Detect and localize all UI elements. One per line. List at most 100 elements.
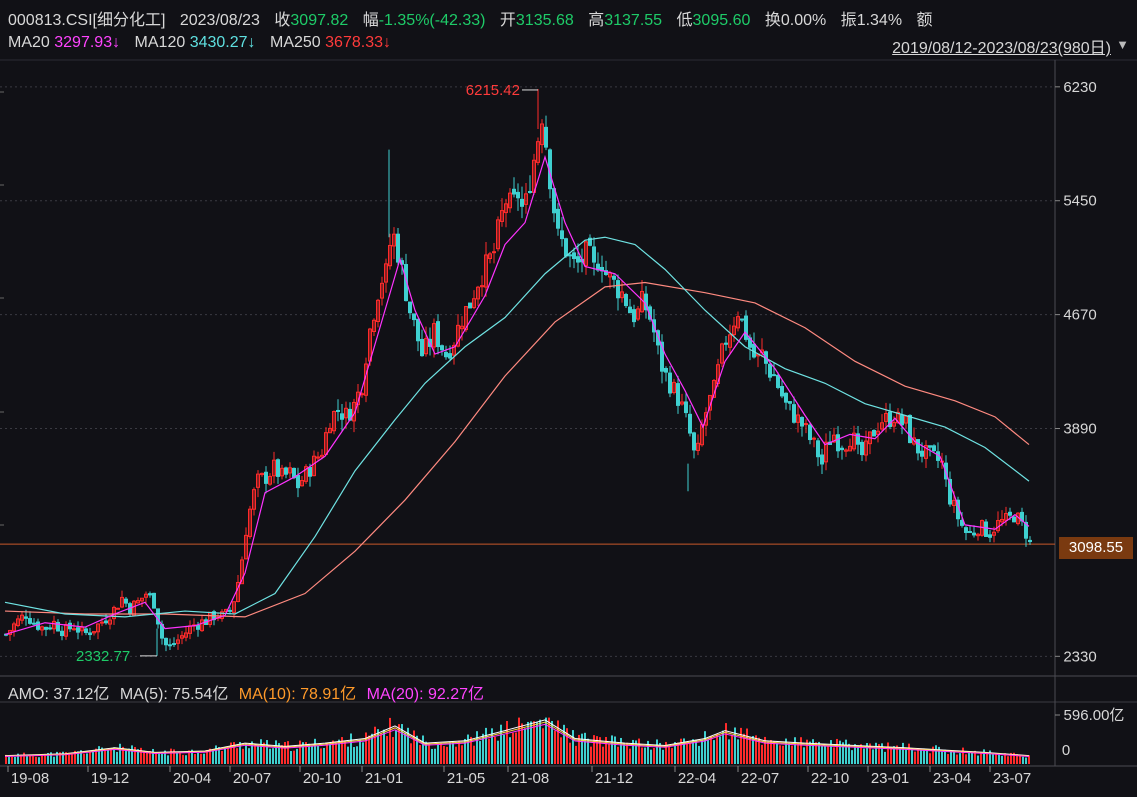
volume-bar xyxy=(44,753,46,764)
volume-bar xyxy=(224,747,226,764)
candle-body xyxy=(48,627,52,630)
volume-bar xyxy=(272,748,274,764)
volume-bar xyxy=(587,738,589,764)
candle-body xyxy=(636,308,640,320)
candle-body xyxy=(44,626,48,630)
candle-body xyxy=(788,401,792,404)
volume-zero-label: 0 xyxy=(1062,742,1070,759)
dropdown-triangle-icon[interactable]: ▼ xyxy=(1116,37,1129,52)
volume-bar xyxy=(764,736,766,764)
volume-bar xyxy=(338,739,340,764)
candle-body xyxy=(572,252,576,260)
volume-bar xyxy=(974,750,976,764)
volume-bar xyxy=(896,745,898,764)
volume-bar xyxy=(989,750,991,764)
x-tick-label: 21-01 xyxy=(365,770,403,787)
candle-body xyxy=(120,596,124,608)
x-tick-label: 23-01 xyxy=(871,770,909,787)
ma250-value: 3678.33↓ xyxy=(325,34,391,51)
volume-bar xyxy=(911,748,913,764)
candle-body xyxy=(76,627,80,633)
volume-bar xyxy=(242,748,244,764)
candle-body xyxy=(508,192,512,209)
volume-bar xyxy=(758,737,760,764)
volume-bar xyxy=(311,746,313,764)
volume-bar xyxy=(803,747,805,764)
volume-bar xyxy=(305,742,307,764)
volume-bar xyxy=(983,749,985,764)
candle-body xyxy=(920,450,924,457)
volume-bar xyxy=(47,752,49,764)
volume-bar xyxy=(530,721,532,764)
volume-bar xyxy=(194,753,196,764)
close-label: 收 xyxy=(274,12,291,29)
candle-body xyxy=(744,315,748,340)
candle-body xyxy=(856,433,860,445)
volume-bar xyxy=(548,717,550,764)
candle-body xyxy=(876,430,880,435)
volume-bar xyxy=(1007,756,1009,764)
candle-body xyxy=(660,341,664,372)
candle-body xyxy=(820,454,824,465)
volume-bar xyxy=(830,740,832,764)
volume-bar xyxy=(395,730,397,764)
volume-bar xyxy=(200,753,202,764)
volume-bar xyxy=(842,742,844,764)
date-range-selector[interactable]: 2019/08/12-2023/08/23(980日) xyxy=(892,40,1111,57)
candle-body xyxy=(564,238,568,257)
volume-bar xyxy=(332,740,334,764)
volume-bar xyxy=(626,742,628,764)
ma20-label: MA20 xyxy=(8,34,50,51)
candle-body xyxy=(96,623,100,633)
candle-body xyxy=(220,611,224,620)
amplitude-label: 振 xyxy=(840,12,857,29)
volume-bar xyxy=(905,749,907,764)
volume-bar xyxy=(590,746,592,764)
candle-body xyxy=(60,630,64,637)
volume-bar xyxy=(734,727,736,764)
candle-body xyxy=(908,414,912,444)
candle-body xyxy=(880,422,884,430)
volume-bar xyxy=(293,750,295,764)
volume-bar xyxy=(926,749,928,764)
volume-bar xyxy=(461,745,463,764)
candle-body xyxy=(72,628,76,631)
volume-bar xyxy=(233,742,235,764)
candle-body xyxy=(672,381,676,394)
volume-bar xyxy=(1028,755,1030,764)
volume-bar xyxy=(794,737,796,764)
candle-body xyxy=(872,429,876,437)
candle-body xyxy=(320,454,324,458)
volume-bar xyxy=(554,730,556,764)
volume-bar xyxy=(413,730,415,764)
volume-bar xyxy=(86,753,88,764)
volume-bar xyxy=(416,735,418,764)
candle-body xyxy=(500,210,504,222)
volume-bar xyxy=(797,742,799,764)
volume-bar xyxy=(437,744,439,764)
ma20-value: 3297.93↓ xyxy=(54,34,121,51)
candle-body xyxy=(40,626,44,631)
candle-body xyxy=(924,445,928,459)
x-tick-label: 20-07 xyxy=(233,770,271,787)
volume-bar xyxy=(683,738,685,764)
volume-bar xyxy=(689,743,691,764)
candle-body xyxy=(948,478,952,505)
candle-body xyxy=(680,401,684,405)
volume-bar xyxy=(950,751,952,764)
volume-bar xyxy=(236,748,238,764)
candle-body xyxy=(284,467,288,475)
candle-body xyxy=(912,437,916,445)
volume-bar xyxy=(962,747,964,764)
volume-bar xyxy=(890,747,892,764)
volume-bar xyxy=(563,724,565,764)
candle-body xyxy=(104,620,108,624)
candle-body xyxy=(52,620,56,630)
candle-body xyxy=(404,264,408,302)
volume-bar xyxy=(497,740,499,764)
candle-body xyxy=(92,631,96,634)
volume-bar xyxy=(692,739,694,764)
volume-bar xyxy=(209,748,211,764)
volume-bar xyxy=(671,748,673,764)
